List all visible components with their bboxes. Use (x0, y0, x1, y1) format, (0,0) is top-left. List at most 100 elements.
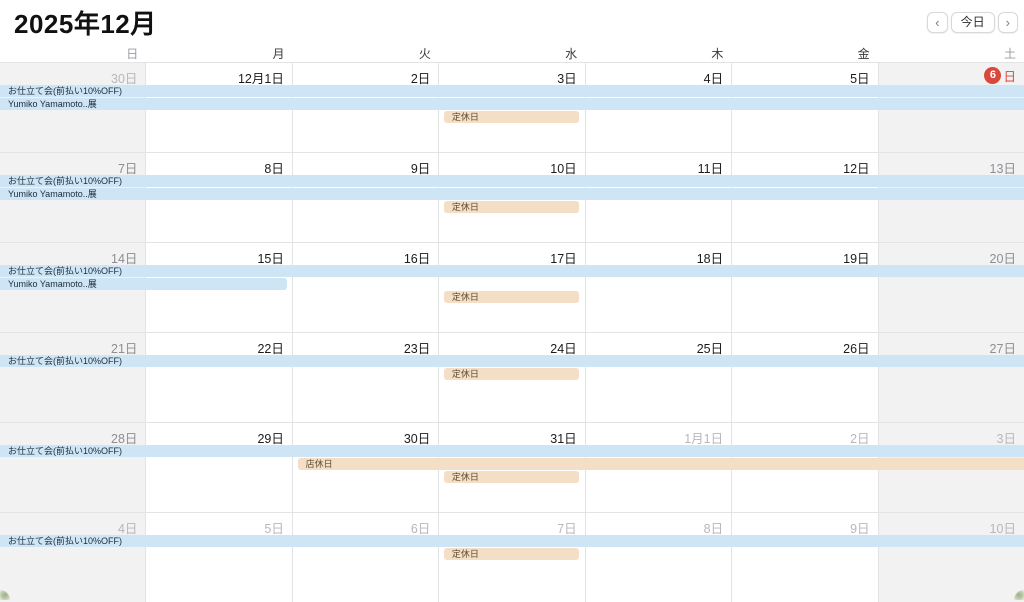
date-label: 16日 (403, 252, 431, 266)
day-cell[interactable]: 27日 (877, 333, 1024, 422)
event-banner[interactable]: お仕立て会(前払い10%OFF) (0, 265, 1024, 277)
date-label: 27日 (989, 342, 1016, 356)
today-button[interactable]: 今日 (950, 11, 995, 33)
weekday-header-2: 火 (418, 47, 431, 61)
weekday-header-4: 木 (711, 47, 724, 61)
date-label: 18日 (696, 252, 724, 266)
event-banner[interactable]: お仕立て会(前払い10%OFF) (0, 85, 1024, 97)
date-label: 13日 (989, 162, 1016, 176)
day-cell[interactable]: 25日 (584, 333, 732, 422)
date-label: 3日 (557, 72, 577, 86)
date-label: 8日 (703, 522, 724, 536)
day-cell[interactable]: 8日 (584, 513, 732, 602)
date-label: 5日 (264, 522, 284, 536)
event-banner[interactable]: 定休日 (443, 111, 580, 123)
day-cell[interactable]: 29日 (145, 423, 292, 512)
day-cell[interactable]: 16日 (291, 243, 439, 332)
date-label: 22日 (257, 342, 284, 356)
event-banner[interactable]: 定休日 (443, 548, 580, 560)
date-label: 29日 (257, 432, 284, 446)
event-banner[interactable]: お仕立て会(前払い10%OFF) (0, 355, 1024, 367)
date-label: 8日 (264, 162, 284, 176)
date-label: 9日 (410, 162, 431, 176)
event-banner[interactable]: お仕立て会(前払い10%OFF) (0, 175, 1024, 187)
today-badge: 6 (984, 67, 1002, 84)
event-banner[interactable]: Yumiko Yamamoto..展 (0, 188, 1024, 200)
date-label: 31日 (550, 432, 577, 446)
date-label: 17日 (550, 252, 577, 266)
date-label: 26日 (843, 342, 870, 356)
event-banner[interactable]: お仕立て会(前払い10%OFF) (0, 445, 1024, 457)
week-row-5: 4日 5日 6日 7日 8日 9日 10日 お仕立て会(前払い10%OFF) 定休日 (0, 512, 1024, 602)
weekday-header-3: 水 (565, 47, 578, 61)
today-date-suffix: 日 (1003, 70, 1016, 84)
date-label: 1月1日 (684, 432, 724, 446)
date-label: 20日 (989, 252, 1016, 266)
prev-month-button[interactable]: ‹ (927, 11, 948, 33)
day-cell[interactable]: 21日 (0, 333, 146, 422)
date-label: 4日 (117, 522, 138, 536)
week-row-3: 21日 22日 23日 24日 25日 26日 27日 お仕立て会(前払い10%OFF) 定休日 (0, 332, 1024, 422)
day-cell[interactable]: 6日 (291, 513, 439, 602)
weekday-header-0: 日 (126, 47, 139, 61)
day-cell[interactable]: 18日 (584, 243, 732, 332)
day-cell[interactable]: 23日 (291, 333, 439, 422)
day-cell[interactable]: 5日 (145, 513, 292, 602)
date-label: 3日 (996, 432, 1016, 446)
date-label: 6日 (410, 522, 431, 536)
window-corner-artifact (0, 590, 10, 600)
date-label: 7日 (117, 162, 138, 176)
date-label: 30日 (403, 432, 431, 446)
date-label: 25日 (696, 342, 724, 356)
date-label: 24日 (550, 342, 577, 356)
window-corner-artifact (1014, 590, 1024, 600)
event-banner[interactable]: 定休日 (443, 201, 580, 213)
event-banner[interactable]: Yumiko Yamamoto..展 (0, 278, 287, 290)
date-label: 14日 (111, 252, 138, 266)
date-label: 11日 (697, 162, 724, 176)
day-cell[interactable]: 20日 (877, 243, 1024, 332)
weekday-header-6: 土 (1003, 47, 1016, 61)
next-month-button[interactable]: › (997, 11, 1018, 33)
date-label: 10日 (550, 162, 577, 176)
week-row-2: 14日 15日 16日 17日 18日 19日 20日 お仕立て会(前払い10%OFF) Yum… (0, 242, 1024, 332)
event-banner[interactable]: お仕立て会(前払い10%OFF) (0, 535, 1024, 547)
page-title: 2025年12月 (14, 8, 157, 39)
date-label: 30日 (111, 72, 138, 86)
event-banner[interactable]: 定休日 (443, 291, 580, 303)
weekday-header-row: 日月火水木金土 (0, 42, 1024, 62)
day-cell[interactable]: 10日 (877, 513, 1024, 602)
day-cell[interactable]: 4日 (0, 513, 146, 602)
calendar-header: 2025年12月 ‹ 今日 › (0, 0, 1024, 42)
date-label: 28日 (111, 432, 138, 446)
day-cell[interactable]: 9日 (731, 513, 878, 602)
event-banner[interactable]: Yumiko Yamamoto..展 (0, 98, 1024, 110)
week-row-1: 7日 8日 9日 10日 11日 12日 13日 お仕立て会(前払い10%OFF) Yumiko… (0, 152, 1024, 242)
day-cell[interactable]: 26日 (731, 333, 878, 422)
event-banner[interactable]: 店休日 (297, 458, 1024, 470)
date-label: 21日 (111, 342, 138, 356)
date-label: 9日 (850, 522, 870, 536)
date-label: 4日 (703, 72, 724, 86)
date-label: 2日 (850, 432, 870, 446)
date-label: 2日 (410, 72, 431, 86)
date-label: 23日 (403, 342, 431, 356)
date-label: 10日 (989, 522, 1016, 536)
event-banner[interactable]: 定休日 (443, 471, 580, 483)
week-row-0: 30日 12月1日 2日 3日 4日 5日 6 日お仕立て会(前払い10%OFF) Yumiko… (0, 62, 1024, 152)
event-banner[interactable]: 定休日 (443, 368, 580, 380)
date-label: 5日 (850, 72, 870, 86)
day-cell[interactable]: 28日 (0, 423, 146, 512)
day-cell[interactable]: 17日 (438, 243, 585, 332)
date-label: 15日 (257, 252, 284, 266)
date-label: 19日 (843, 252, 870, 266)
day-cell[interactable]: 19日 (731, 243, 878, 332)
date-label: 7日 (557, 522, 577, 536)
date-label: 12日 (843, 162, 870, 176)
nav-controls: ‹ 今日 › (927, 11, 1018, 33)
week-row-4: 28日 29日 30日 31日 1月1日 2日 3日 お仕立て会(前払い10%OFF) 店休日定… (0, 422, 1024, 512)
month-grid: 30日 12月1日 2日 3日 4日 5日 6 日お仕立て会(前払い10%OFF) Yumiko… (0, 62, 1024, 602)
day-cell[interactable]: 22日 (145, 333, 292, 422)
weekday-header-1: 月 (272, 47, 285, 61)
